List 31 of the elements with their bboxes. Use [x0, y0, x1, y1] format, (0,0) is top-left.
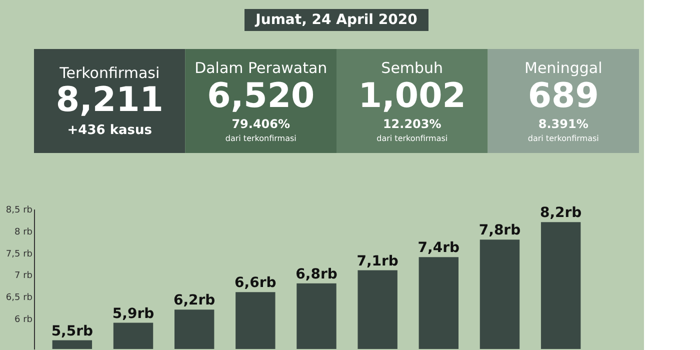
data-label: 7,4rb — [418, 240, 460, 256]
data-label: 5,9rb — [112, 306, 154, 322]
text: dari terkonfirmasi — [376, 134, 448, 143]
data-label: 6,2rb — [173, 292, 216, 309]
y-tick-label: 6,5 rb — [6, 293, 33, 303]
text: dari terkonfirmasi — [225, 134, 296, 143]
y-tick-label: 8 rb — [14, 227, 33, 238]
data-label: 8,2rb — [540, 205, 582, 222]
data-label: 5,5rb — [51, 323, 94, 340]
data-label: 7,8rb — [478, 222, 521, 239]
text: 1,002 — [358, 76, 466, 116]
text: Jumat, 24 April 2020 — [254, 12, 418, 28]
y-tick-label: 6 rb — [14, 314, 33, 325]
text: 12.203% — [382, 117, 442, 131]
category-label: Sembuh — [381, 59, 444, 77]
text: 8,211 — [56, 80, 164, 120]
data-label: 6,6rb — [234, 275, 276, 292]
text: +436 kasus — [67, 123, 152, 138]
y-tick-label: 7,5 rb — [6, 249, 33, 260]
text: 79.406% — [232, 117, 290, 131]
category-label: Dalam Perawatan — [194, 59, 328, 77]
category-label: Terkonfirmasi — [58, 64, 160, 82]
category-label: Meninggal — [524, 59, 602, 77]
y-tick-label: 7 rb — [14, 271, 33, 282]
text: 689 — [528, 76, 599, 116]
data-label: 7,1rb — [356, 253, 398, 270]
text: 8.391% — [538, 117, 588, 131]
text: dari terkonfirmasi — [528, 134, 599, 143]
y-tick-label: 8,5 rb — [6, 206, 33, 216]
text: 6,520 — [207, 76, 315, 116]
data-label: 6,8rb — [296, 266, 338, 282]
